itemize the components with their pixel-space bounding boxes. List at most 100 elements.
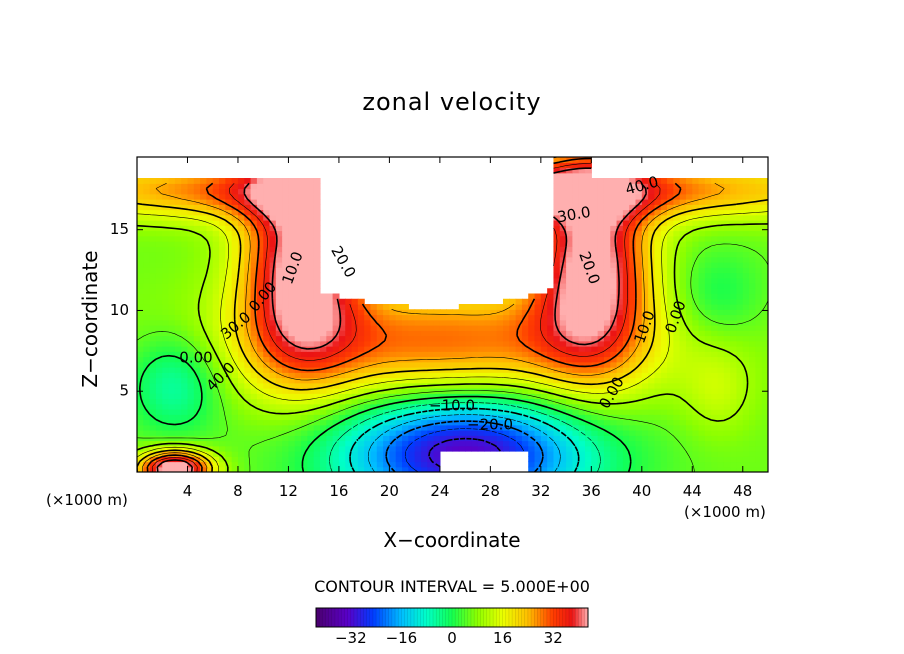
colorbar-cell (414, 608, 418, 627)
field-cell (566, 314, 573, 321)
field-cell (553, 167, 561, 174)
field-cell (559, 424, 567, 431)
field-cell (162, 199, 170, 205)
field-cell (749, 298, 756, 305)
field-cell (603, 225, 611, 232)
field-cell (313, 183, 321, 190)
colorbar-cell (578, 608, 583, 627)
field-cell (282, 251, 290, 258)
field-cell (698, 214, 706, 221)
field-cell (307, 377, 315, 384)
field-cell (307, 309, 315, 316)
field-cell (231, 230, 239, 237)
field-cell (319, 456, 327, 463)
field-cell (755, 183, 763, 190)
field-cell (761, 235, 768, 242)
field-cell (383, 335, 390, 342)
field-cell (225, 235, 233, 242)
field-cell (723, 256, 731, 263)
field-cell (313, 377, 321, 384)
field-cell (149, 382, 157, 389)
field-cell (282, 430, 290, 436)
field-cell (597, 398, 605, 405)
field-cell (206, 288, 214, 295)
field-cell (187, 241, 195, 247)
field-cell (509, 361, 517, 368)
field-cell (282, 340, 290, 347)
field-cell (673, 304, 681, 310)
field-cell (629, 409, 637, 415)
field-cell (723, 193, 731, 200)
field-cell (502, 346, 510, 352)
field-cell (282, 262, 290, 268)
field-cell (534, 382, 542, 389)
field-cell (667, 409, 674, 415)
field-cell (433, 440, 441, 447)
field-cell (439, 361, 447, 368)
field-cell (622, 267, 630, 274)
field-cell (263, 246, 271, 253)
field-cell (635, 346, 643, 352)
field-cell (187, 372, 195, 379)
field-cell (572, 419, 580, 426)
field-cell (603, 340, 611, 347)
field-cell (212, 330, 220, 337)
field-cell (250, 440, 258, 447)
field-cell (698, 193, 706, 200)
field-cell (610, 272, 618, 279)
field-cell (685, 377, 693, 384)
field-cell (269, 319, 277, 326)
field-cell (193, 235, 201, 242)
field-cell (597, 314, 605, 321)
field-cell (547, 377, 555, 384)
field-cell (622, 283, 630, 289)
field-cell (269, 451, 277, 457)
field-cell (174, 178, 182, 184)
field-cell (685, 288, 693, 295)
field-cell (200, 340, 208, 347)
field-cell (237, 298, 245, 305)
field-cell (730, 440, 738, 447)
field-cell (622, 377, 630, 384)
field-cell (648, 435, 656, 442)
field-cell (742, 319, 750, 326)
field-cell (755, 335, 763, 342)
field-cell (345, 445, 353, 452)
field-cell (200, 361, 208, 368)
field-cell (250, 267, 258, 274)
field-cell (200, 235, 208, 242)
field-cell (250, 466, 258, 472)
field-cell (685, 414, 693, 421)
field-cell (187, 178, 195, 184)
field-cell (585, 262, 592, 268)
field-cell (736, 220, 744, 226)
field-cell (572, 330, 580, 337)
field-cell (237, 319, 245, 326)
field-cell (332, 335, 340, 342)
field-cell (294, 256, 302, 263)
field-cell (345, 435, 353, 442)
field-cell (635, 235, 643, 242)
field-cell (263, 382, 271, 389)
field-cell (212, 377, 220, 384)
field-cell (755, 382, 763, 389)
field-cell (717, 230, 725, 237)
field-cell (622, 199, 630, 205)
field-cell (219, 178, 226, 184)
field-cell (547, 309, 555, 316)
field-cell (402, 372, 409, 379)
field-cell (212, 199, 220, 205)
field-cell (345, 304, 353, 310)
field-cell (547, 288, 555, 295)
field-cell (591, 188, 599, 195)
field-cell (149, 346, 157, 352)
field-cell (206, 466, 214, 472)
field-cell (155, 256, 163, 263)
field-cell (597, 367, 605, 373)
field-cell (219, 183, 226, 190)
field-cell (446, 414, 454, 421)
field-cell (465, 440, 473, 447)
field-cell (193, 461, 201, 468)
field-cell (597, 188, 605, 195)
field-cell (383, 361, 390, 368)
